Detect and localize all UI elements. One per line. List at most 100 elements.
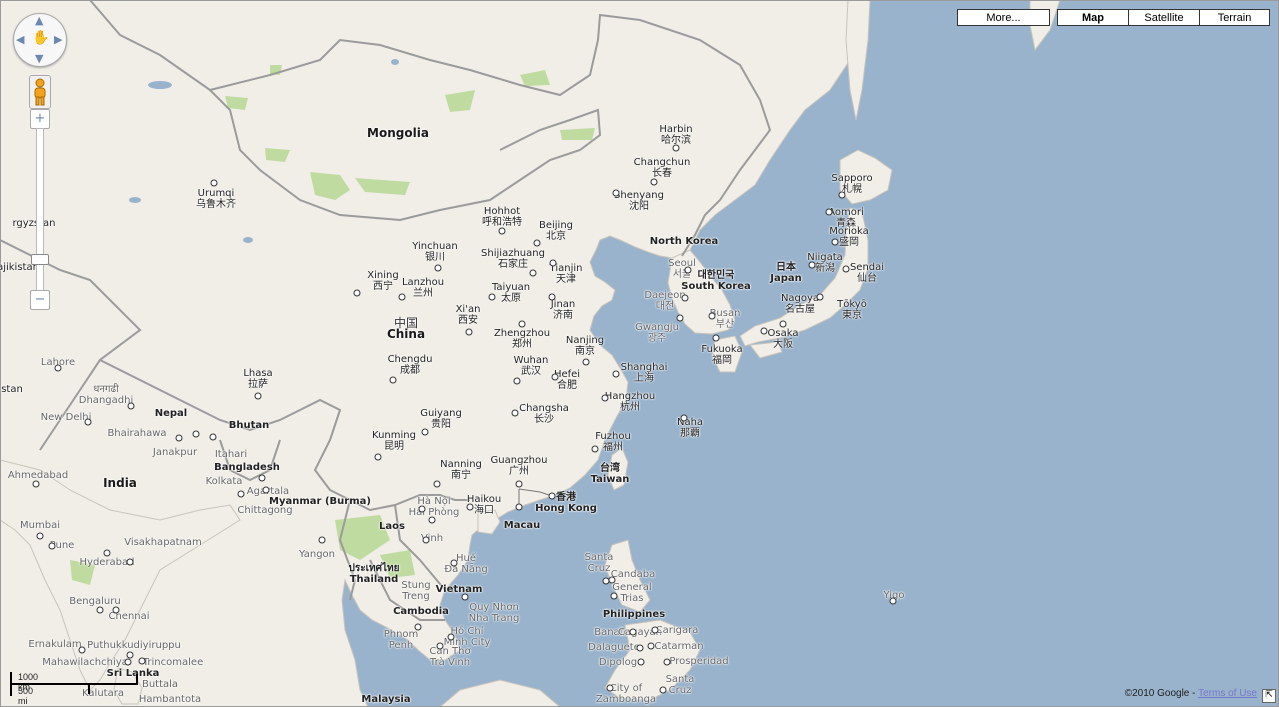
city-marker[interactable] bbox=[629, 628, 637, 636]
city-marker[interactable] bbox=[237, 490, 245, 498]
city-marker[interactable] bbox=[112, 606, 120, 614]
city-marker[interactable] bbox=[647, 642, 655, 650]
city-marker[interactable] bbox=[518, 320, 526, 328]
city-marker[interactable] bbox=[254, 392, 262, 400]
city-marker[interactable] bbox=[612, 370, 620, 378]
city-marker[interactable] bbox=[450, 559, 458, 567]
city-marker[interactable] bbox=[591, 445, 599, 453]
zoom-slider-thumb[interactable] bbox=[31, 254, 49, 265]
city-marker[interactable] bbox=[816, 293, 824, 301]
city-marker[interactable] bbox=[124, 658, 132, 666]
city-marker[interactable] bbox=[433, 480, 441, 488]
map-type-terrain-button[interactable]: Terrain bbox=[1199, 9, 1270, 26]
city-marker[interactable] bbox=[421, 428, 429, 436]
city-marker[interactable] bbox=[389, 376, 397, 384]
city-marker[interactable] bbox=[447, 633, 455, 641]
city-marker[interactable] bbox=[498, 227, 506, 235]
city-marker[interactable] bbox=[549, 259, 557, 267]
city-marker[interactable] bbox=[760, 327, 768, 335]
city-marker[interactable] bbox=[838, 191, 846, 199]
city-marker[interactable] bbox=[513, 377, 521, 385]
city-marker[interactable] bbox=[488, 293, 496, 301]
city-marker[interactable] bbox=[608, 576, 616, 584]
city-marker[interactable] bbox=[36, 532, 44, 540]
city-marker[interactable] bbox=[676, 314, 684, 322]
city-marker[interactable] bbox=[48, 542, 56, 550]
city-marker[interactable] bbox=[601, 394, 609, 402]
city-marker[interactable] bbox=[465, 328, 473, 336]
city-marker[interactable] bbox=[612, 189, 620, 197]
city-marker[interactable] bbox=[636, 644, 644, 652]
city-marker[interactable] bbox=[684, 266, 692, 274]
pan-down-icon[interactable]: ▼ bbox=[35, 52, 44, 65]
city-marker[interactable] bbox=[422, 536, 430, 544]
city-marker[interactable] bbox=[414, 623, 422, 631]
city-marker[interactable] bbox=[663, 658, 671, 666]
city-marker[interactable] bbox=[651, 626, 659, 634]
city-marker[interactable] bbox=[808, 261, 816, 269]
city-marker[interactable] bbox=[398, 293, 406, 301]
city-marker[interactable] bbox=[515, 480, 523, 488]
city-marker[interactable] bbox=[548, 293, 556, 301]
city-marker[interactable] bbox=[96, 606, 104, 614]
city-marker[interactable] bbox=[258, 474, 266, 482]
city-marker[interactable] bbox=[610, 592, 618, 600]
city-marker[interactable] bbox=[78, 646, 86, 654]
zoom-out-button[interactable]: − bbox=[30, 290, 50, 310]
city-marker[interactable] bbox=[54, 364, 62, 372]
city-marker[interactable] bbox=[637, 658, 645, 666]
city-marker[interactable] bbox=[436, 642, 444, 650]
city-marker[interactable] bbox=[461, 593, 469, 601]
pan-up-icon[interactable]: ▲ bbox=[35, 14, 44, 27]
city-marker[interactable] bbox=[708, 312, 716, 320]
city-marker[interactable] bbox=[127, 402, 135, 410]
city-marker[interactable] bbox=[779, 320, 787, 328]
city-marker[interactable] bbox=[84, 418, 92, 426]
city-marker[interactable] bbox=[138, 657, 146, 665]
city-marker[interactable] bbox=[606, 684, 614, 692]
city-marker[interactable] bbox=[889, 597, 897, 605]
city-marker[interactable] bbox=[831, 238, 839, 246]
city-marker[interactable] bbox=[659, 686, 667, 694]
city-marker[interactable] bbox=[103, 549, 111, 557]
city-marker[interactable] bbox=[681, 294, 689, 302]
city-marker[interactable] bbox=[210, 179, 218, 187]
city-marker[interactable] bbox=[533, 239, 541, 247]
city-marker[interactable] bbox=[650, 178, 658, 186]
city-marker[interactable] bbox=[209, 433, 217, 441]
city-marker[interactable] bbox=[418, 505, 426, 513]
more-button[interactable]: More... bbox=[957, 9, 1050, 26]
city-marker[interactable] bbox=[353, 289, 361, 297]
map-type-satellite-button[interactable]: Satellite bbox=[1128, 9, 1200, 26]
city-marker[interactable] bbox=[551, 373, 559, 381]
pan-right-icon[interactable]: ▶ bbox=[54, 33, 63, 46]
city-marker[interactable] bbox=[582, 358, 590, 366]
city-marker[interactable] bbox=[374, 453, 382, 461]
city-marker[interactable] bbox=[825, 208, 833, 216]
city-marker[interactable] bbox=[318, 536, 326, 544]
city-marker[interactable] bbox=[32, 480, 40, 488]
city-marker[interactable] bbox=[680, 414, 688, 422]
city-marker[interactable] bbox=[466, 503, 474, 511]
map-type-map-button[interactable]: Map bbox=[1057, 9, 1129, 26]
city-marker[interactable] bbox=[262, 486, 270, 494]
city-marker[interactable] bbox=[434, 264, 442, 272]
zoom-slider-track[interactable] bbox=[36, 128, 44, 295]
zoom-in-button[interactable]: + bbox=[30, 109, 50, 129]
pan-control[interactable]: ▲ ◀ ▶ ▼ ✋ bbox=[13, 13, 67, 67]
city-marker[interactable] bbox=[842, 265, 850, 273]
pan-left-icon[interactable]: ◀ bbox=[16, 33, 25, 46]
city-marker[interactable] bbox=[126, 651, 134, 659]
city-marker[interactable] bbox=[529, 269, 537, 277]
city-marker[interactable] bbox=[712, 334, 720, 342]
resize-icon[interactable]: ⇱ bbox=[1262, 689, 1276, 703]
street-view-pegman[interactable] bbox=[29, 75, 51, 109]
city-marker[interactable] bbox=[511, 409, 519, 417]
terms-of-use-link[interactable]: Terms of Use bbox=[1198, 688, 1257, 699]
city-marker[interactable] bbox=[515, 503, 523, 511]
city-marker[interactable] bbox=[192, 430, 200, 438]
city-marker[interactable] bbox=[548, 492, 556, 500]
city-marker[interactable] bbox=[672, 144, 680, 152]
city-marker[interactable] bbox=[175, 434, 183, 442]
